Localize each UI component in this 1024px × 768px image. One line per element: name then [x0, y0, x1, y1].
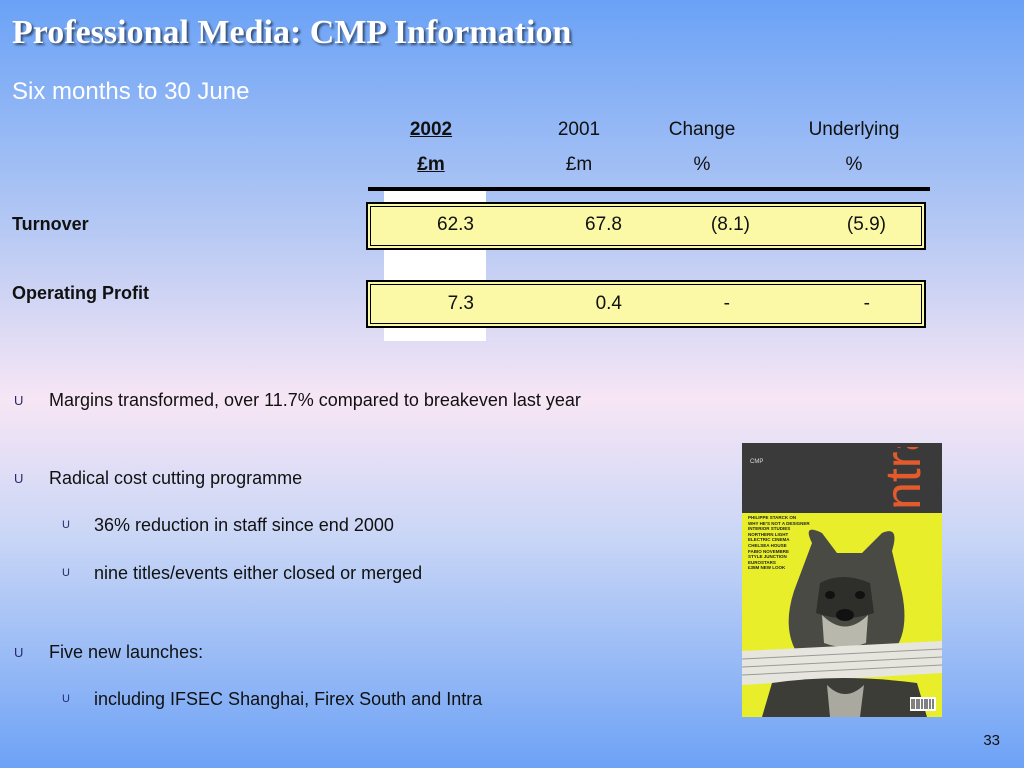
row-label-turnover: Turnover [12, 214, 89, 234]
slide-subtitle: Six months to 30 June [12, 78, 250, 105]
sub-bullet-icon: U [62, 693, 70, 705]
bullet-margins: Margins transformed, over 11.7% compared… [49, 390, 581, 410]
cover-top-band [742, 443, 942, 513]
bullet-icon: U [14, 471, 24, 486]
turnover-2002: 62.3 [437, 214, 474, 235]
header-2001-year: 2001 [557, 119, 601, 140]
page-number: 33 [983, 732, 1000, 749]
intra-magazine-cover: CMP intra PHILIPPE STARCK ON WHY HE'S NO… [742, 443, 942, 717]
header-underlying: Underlying [808, 119, 900, 140]
header-2002-year: 2002 [409, 119, 453, 140]
sub-bullet-icon: U [62, 567, 70, 579]
turnover-change: (8.1) [710, 214, 750, 235]
header-underlying-unit: % [845, 154, 863, 175]
bullet-icon: U [14, 645, 24, 660]
sub-bullet-staff-reduction: 36% reduction in staff since end 2000 [94, 515, 394, 535]
turnover-2001: 67.8 [585, 214, 622, 235]
bullet-cost-cutting: Radical cost cutting programme [49, 468, 303, 488]
cmp-logo: CMP [750, 459, 764, 465]
bullet-icon: U [14, 393, 24, 408]
operating-profit-underlying: - [863, 293, 870, 314]
row-label-operating-profit: Operating Profit [12, 283, 150, 303]
header-2002-unit: £m [417, 154, 445, 175]
operating-profit-2002: 7.3 [447, 293, 474, 314]
sub-bullet-titles-closed: nine titles/events either closed or merg… [94, 563, 423, 583]
cover-lines: PHILIPPE STARCK ON WHY HE'S NOT A DESIGN… [748, 515, 810, 571]
header-change: Change [668, 119, 736, 140]
operating-profit-change: - [723, 293, 730, 314]
bullet-new-launches: Five new launches: [49, 642, 204, 662]
operating-profit-2001: 0.4 [595, 293, 622, 314]
operating-profit-row-box: 7.3 0.4 - - [366, 280, 926, 328]
turnover-row-box: 62.3 67.8 (8.1) (5.9) [366, 202, 926, 250]
header-rule [368, 187, 930, 191]
sub-bullet-launch-examples: including IFSEC Shanghai, Firex South an… [94, 689, 483, 709]
slide-title: Professional Media: CMP Information [12, 14, 572, 51]
dog-illustration [742, 529, 942, 717]
turnover-underlying: (5.9) [846, 214, 886, 235]
header-2001-unit: £m [565, 154, 593, 175]
sub-bullet-icon: U [62, 519, 70, 531]
header-change-unit: % [693, 154, 711, 175]
